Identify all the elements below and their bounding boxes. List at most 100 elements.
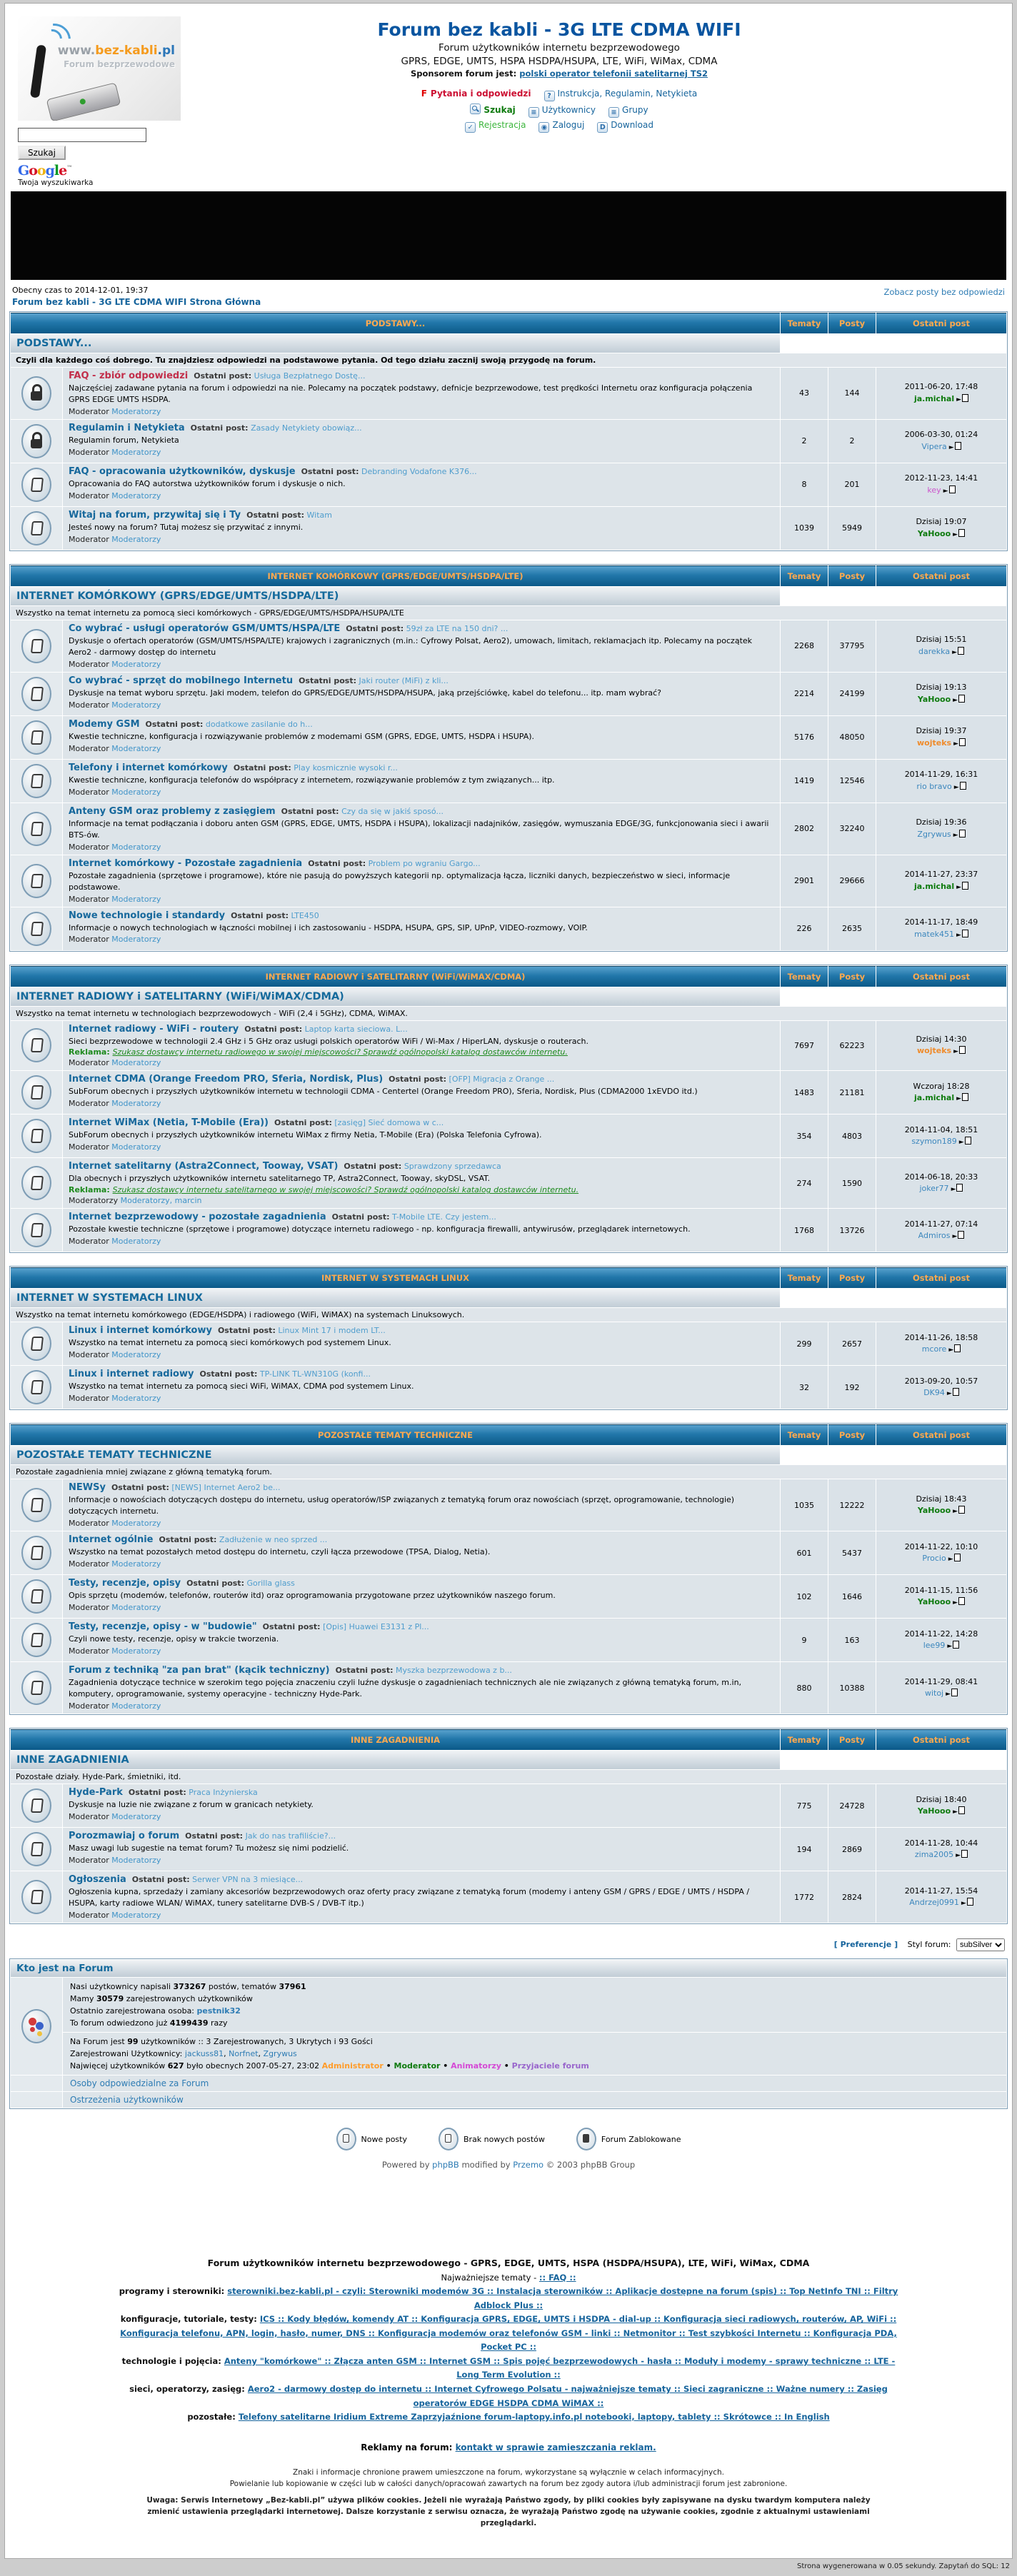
forum-link[interactable]: FAQ - zbiór odpowiedzi [69, 371, 189, 381]
moderator-link[interactable]: Moderatorzy [111, 1646, 161, 1656]
nav-u-ytkownicy[interactable]: ≡ Użytkownicy [528, 105, 596, 118]
sponsor-link[interactable]: polski operator telefonii satelitarnej T… [519, 69, 708, 79]
last-post-user-link[interactable]: darekka [918, 646, 951, 656]
nav-instrukcja-regulamin-netykieta[interactable]: ? Instrukcja, Regulamin, Netykieta [543, 89, 697, 101]
ad-link[interactable]: Szukasz dostawcy internetu radiowego w s… [112, 1047, 568, 1057]
moderator-link[interactable]: Moderatorzy [111, 787, 161, 797]
footer-ads-contact-link[interactable]: kontakt w sprawie zamieszczania reklam. [455, 2442, 656, 2452]
last-post-topic-link[interactable]: Myszka bezprzewodowa z b... [396, 1666, 512, 1676]
last-post-user-link[interactable]: mcore [921, 1344, 947, 1354]
last-post-topic-link[interactable]: TP-LINK TL-WN310G (konfi... [259, 1369, 371, 1379]
last-post-user-link[interactable]: Procio [922, 1554, 946, 1564]
last-post-topic-link[interactable]: Czy da się w jakiś sposó... [341, 806, 444, 816]
inline-link[interactable]: Przemo [513, 2160, 544, 2170]
forum-link[interactable]: Nowe technologie i standardy [69, 910, 226, 921]
last-post-user-link[interactable]: Zgrywus [917, 829, 951, 839]
moderator-link[interactable]: Moderatorzy [111, 659, 161, 669]
goto-last-post-icon[interactable]: ► [949, 441, 961, 451]
last-post-topic-link[interactable]: Jaki router (MiFi) z kli... [359, 675, 449, 685]
goto-last-post-icon[interactable]: ► [954, 781, 966, 791]
category-title-link[interactable]: PODSTAWY... [11, 334, 780, 353]
nav-rejestracja[interactable]: ✓ Rejestracja [465, 120, 526, 133]
moderator-link[interactable]: Moderatorzy [111, 935, 161, 945]
ad-banner[interactable] [11, 191, 1006, 280]
last-post-topic-link[interactable]: Praca Inżynierska [189, 1788, 258, 1798]
last-post-user-link[interactable]: Andrzej0991 [909, 1898, 959, 1908]
moderator-link[interactable]: Moderatorzy [111, 894, 161, 904]
goto-last-post-icon[interactable]: ► [953, 829, 966, 839]
goto-last-post-icon[interactable]: ► [956, 1093, 969, 1102]
google-search-button[interactable]: Szukaj [18, 146, 66, 160]
inline-link[interactable]: jackuss81 [184, 2049, 224, 2059]
moderator-link[interactable]: Moderatorzy [111, 1519, 161, 1529]
forum-staff-link[interactable]: Osoby odpowiedzialne za Forum [70, 2078, 209, 2089]
last-post-user-link[interactable]: matek451 [914, 929, 954, 939]
nav-download[interactable]: D Download [597, 120, 653, 133]
last-post-user-link[interactable]: YaHooo [917, 528, 951, 538]
nav-szukaj[interactable]: Szukaj [470, 104, 516, 115]
forum-link[interactable]: Internet radiowy - WiFi - routery [69, 1023, 239, 1035]
category-title-link[interactable]: INTERNET RADIOWY i SATELITARNY (WiFi/WiM… [11, 987, 780, 1006]
goto-last-post-icon[interactable]: ► [948, 1344, 961, 1354]
goto-last-post-icon[interactable]: ► [952, 646, 964, 656]
goto-last-post-icon[interactable]: ► [953, 1806, 966, 1816]
forum-link[interactable]: Internet bezprzewodowy - pozostałe zagad… [69, 1212, 326, 1223]
last-post-user-link[interactable]: Admiros [918, 1231, 951, 1241]
last-post-user-link[interactable]: YaHooo [917, 1806, 951, 1816]
footer-faq-link[interactable]: :: FAQ :: [538, 2272, 576, 2283]
goto-last-post-icon[interactable]: ► [948, 1554, 961, 1563]
moderator-link[interactable]: Moderatorzy [111, 1058, 161, 1068]
moderator-link[interactable]: Moderatorzy [111, 1701, 161, 1711]
forum-link[interactable]: Internet CDMA (Orange Freedom PRO, Sferi… [69, 1074, 384, 1085]
moderator-link[interactable]: Moderatorzy [111, 406, 161, 416]
user-warnings-link[interactable]: Ostrzeżenia użytkowników [70, 2095, 184, 2105]
inline-link[interactable]: pestnik32 [196, 2006, 241, 2016]
goto-last-post-icon[interactable]: ► [956, 1850, 968, 1859]
last-post-user-link[interactable]: szymon189 [911, 1137, 957, 1147]
forum-link[interactable]: Linux i internet radiowy [69, 1369, 194, 1380]
last-post-topic-link[interactable]: Sprawdzony sprzedawca [404, 1162, 501, 1172]
moderator-link[interactable]: Moderatorzy [111, 1350, 161, 1360]
last-post-topic-link[interactable]: Serwer VPN na 3 miesiące... [192, 1875, 304, 1885]
forum-link[interactable]: Internet WiMax (Netia, T-Mobile (Era)) [69, 1117, 269, 1129]
last-post-topic-link[interactable]: Laptop karta sieciowa. L... [304, 1024, 408, 1034]
forum-link[interactable]: Forum z techniką "za pan brat" (kącik te… [69, 1665, 330, 1676]
moderator-link[interactable]: Moderatorzy [111, 1142, 161, 1152]
moderator-link[interactable]: Moderatorzy [111, 1603, 161, 1613]
footer-line-links[interactable]: sterowniki.bez-kabli.pl - czyli: Sterown… [227, 2286, 898, 2310]
goto-last-post-icon[interactable]: ► [956, 881, 969, 891]
last-post-topic-link[interactable]: Jak do nas trafiliście?... [245, 1831, 336, 1841]
forum-link[interactable]: Co wybrać - usługi operatorów GSM/UMTS/H… [69, 623, 341, 634]
forum-link[interactable]: Anteny GSM oraz problemy z zasięgiem [69, 805, 276, 817]
last-post-topic-link[interactable]: Play kosmicznie wysoki r... [294, 763, 398, 773]
forum-link[interactable]: Ogłoszenia [69, 1874, 126, 1886]
last-post-topic-link[interactable]: [zasięg] Sieć domowa w c... [334, 1118, 444, 1128]
last-post-user-link[interactable]: key [927, 485, 941, 495]
goto-last-post-icon[interactable]: ► [953, 1597, 966, 1606]
last-post-user-link[interactable]: Vipera [921, 441, 947, 451]
moderator-link[interactable]: Moderatorzy [111, 743, 161, 753]
footer-line-links[interactable]: Anteny "komórkowe" :: Złącza anten GSM :… [224, 2355, 896, 2380]
forum-link[interactable]: Testy, recenzje, opisy - w "budowie" [69, 1621, 257, 1633]
goto-last-post-icon[interactable]: ► [947, 1641, 960, 1650]
forum-link[interactable]: Hyde-Park [69, 1787, 123, 1798]
last-post-topic-link[interactable]: LTE450 [291, 910, 319, 920]
last-post-user-link[interactable]: wojteks [917, 1046, 952, 1056]
moderator-link[interactable]: Moderatorzy [111, 1559, 161, 1569]
last-post-user-link[interactable]: lee99 [923, 1641, 946, 1651]
goto-last-post-icon[interactable]: ► [951, 1184, 963, 1193]
forum-link[interactable]: NEWSy [69, 1482, 106, 1494]
nav-zaloguj[interactable]: ◉ Zaloguj [538, 120, 584, 133]
footer-line-links[interactable]: Telefony satelitarne Iridium Extreme Zap… [238, 2412, 830, 2422]
last-post-user-link[interactable]: wojteks [917, 738, 952, 748]
forum-link[interactable]: Regulamin i Netykieta [69, 422, 185, 433]
moderator-link[interactable]: Moderatorzy [111, 1812, 161, 1822]
ad-link[interactable]: Szukasz dostawcy internetu satelitarnego… [112, 1185, 579, 1195]
last-post-user-link[interactable]: ja.michal [913, 393, 955, 403]
last-post-topic-link[interactable]: [NEWS] Internet Aero2 be... [171, 1483, 281, 1493]
forum-style-select[interactable]: subSilver [956, 1938, 1005, 1951]
last-post-topic-link[interactable]: [Opis] Huawei E3131 z Pl... [323, 1622, 429, 1632]
last-post-user-link[interactable]: YaHooo [917, 1597, 951, 1607]
last-post-user-link[interactable]: ja.michal [913, 1093, 955, 1103]
goto-last-post-icon[interactable]: ► [956, 393, 969, 403]
